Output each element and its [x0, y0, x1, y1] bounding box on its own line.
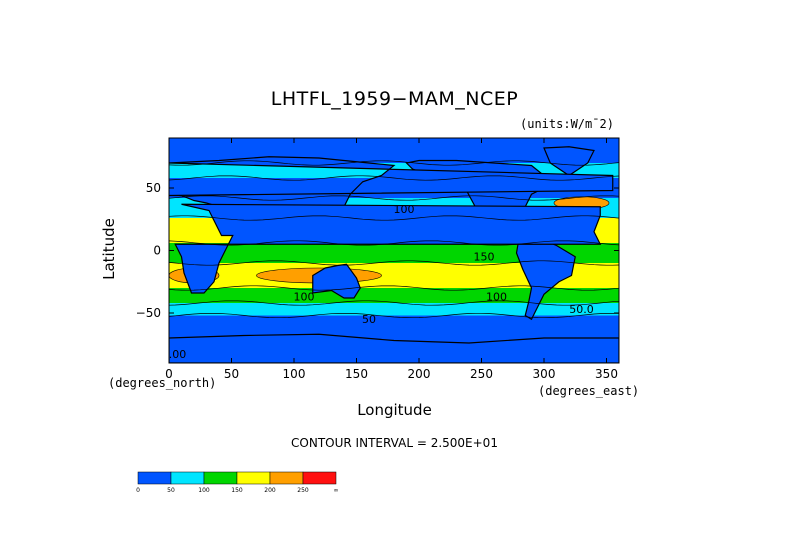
x-tick-label-50: 50 — [224, 367, 239, 381]
contour-interval-text: CONTOUR INTERVAL = 2.500E+01 — [291, 436, 498, 450]
colorbar-label-5: 250 — [297, 487, 309, 494]
contour-line-1 — [169, 160, 619, 166]
contour-label-5: 50 — [362, 313, 376, 326]
colorbar-label-0: 0 — [136, 487, 140, 494]
contour-label-0: 100 — [394, 203, 415, 216]
colorbar-label-1: 50 — [167, 487, 175, 494]
contour-label-4: 50.0 — [569, 303, 594, 316]
continent-antarctica — [169, 333, 619, 363]
colorbar-end-label: ∞ — [334, 487, 339, 494]
x-tick-label-100: 100 — [283, 367, 306, 381]
y-tick-label-1: 0 — [153, 244, 161, 258]
contour-line-3 — [169, 195, 619, 201]
y-tick-label-0: 50 — [146, 181, 161, 195]
contour-label-1: 150 — [474, 251, 495, 264]
continent-africa — [174, 203, 602, 294]
colorbar-label-2: 100 — [198, 487, 210, 494]
colorbar-label-4: 200 — [264, 487, 276, 494]
x-tick-label-200: 200 — [408, 367, 431, 381]
colorbar: 0 50 100 150 200 250 ∞ — [136, 471, 339, 494]
colorbar-label-3: 150 — [231, 487, 243, 494]
y-tick-label-2: −50 — [136, 306, 161, 320]
contour-line-7 — [169, 285, 619, 291]
contour-line-8 — [169, 300, 619, 306]
colorbar-swatch-0 — [137, 471, 172, 485]
heatmap-plot: 100 150 100 100 50.0 50 0.00 — [162, 138, 619, 363]
colorbar-swatch-1 — [170, 471, 205, 485]
band-5 — [169, 243, 619, 263]
x-tick-label-300: 300 — [533, 367, 556, 381]
colorbar-swatch-2 — [203, 471, 238, 485]
contour-line-6 — [169, 260, 619, 266]
x-units-label-left: (degrees_north) — [108, 376, 217, 390]
x-units-label-right: (degrees_east) — [538, 384, 640, 398]
x-tick-label-250: 250 — [470, 367, 493, 381]
x-tick-label-350: 350 — [595, 367, 618, 381]
contour-line-9 — [169, 312, 619, 319]
colorbar-swatch-4 — [269, 471, 304, 485]
contour-line-2 — [169, 175, 619, 181]
units-label: (units:W/m¯2) — [520, 117, 614, 131]
x-tick-label-0: 0 — [165, 367, 173, 381]
contour-line-4 — [169, 215, 619, 221]
contour-label-3: 100 — [486, 291, 507, 304]
axes: 0 50 100 150 200 250 300 350 50 0 −50 — [136, 138, 619, 381]
contour-label-2: 100 — [294, 291, 315, 304]
contour-line-5 — [169, 240, 619, 246]
band-7 — [169, 288, 619, 303]
colorbar-swatch-5 — [302, 471, 337, 485]
band-8 — [169, 303, 619, 316]
x-tick-label-150: 150 — [345, 367, 368, 381]
continent-australia — [312, 263, 361, 299]
x-axis-label: Longitude — [357, 401, 432, 419]
contour-label-6: 0.00 — [162, 348, 187, 361]
colorbar-swatch-3 — [236, 471, 271, 485]
chart-title: LHTFL_1959−MAM_NCEP — [270, 88, 519, 110]
